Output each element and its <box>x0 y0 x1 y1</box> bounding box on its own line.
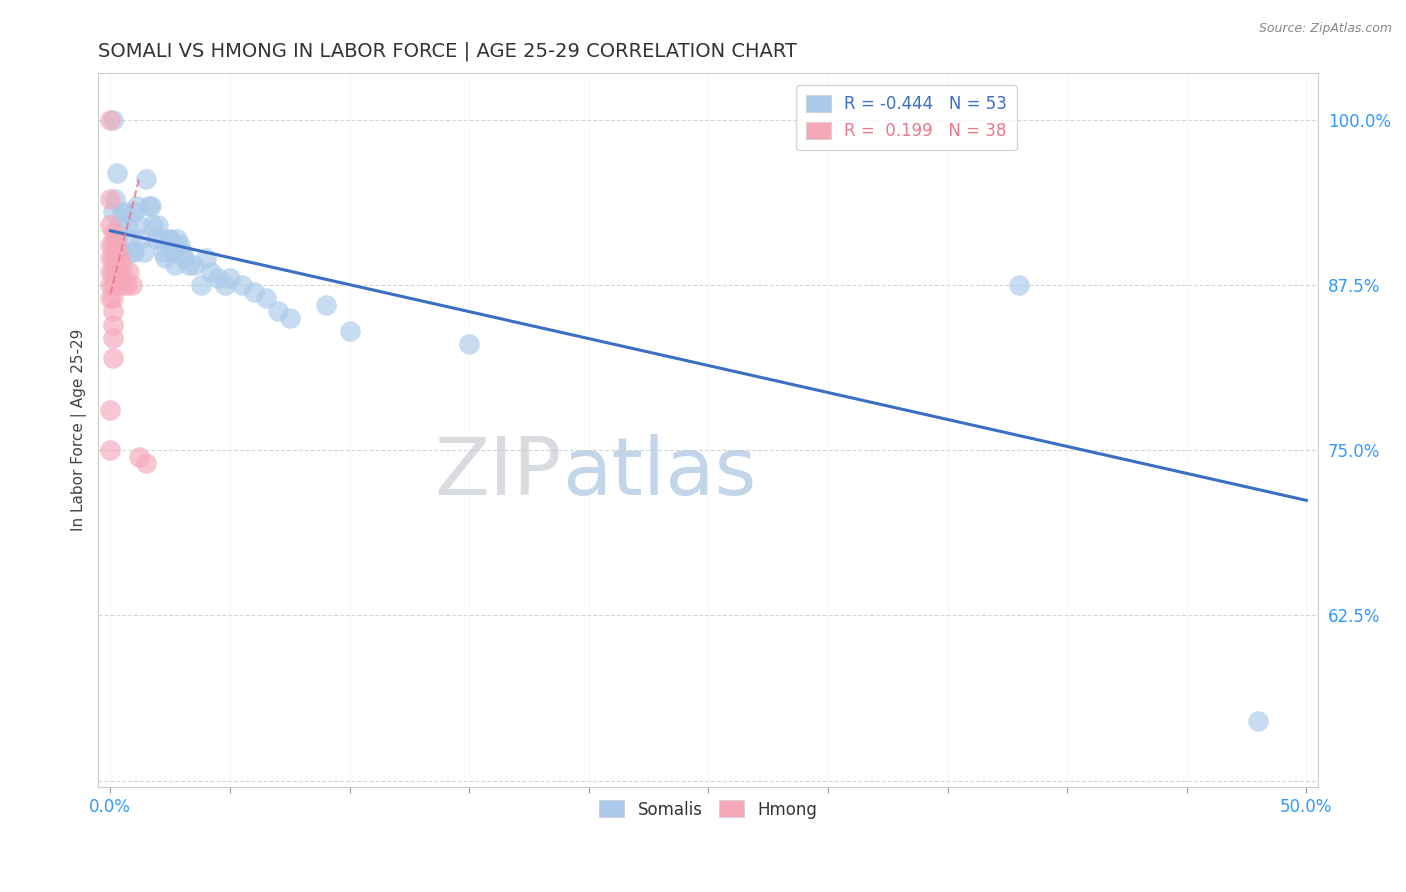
Point <box>111 244 134 259</box>
Point <box>1008 277 1031 292</box>
Point <box>139 198 162 212</box>
Point <box>156 232 179 246</box>
Point <box>121 244 143 259</box>
Point <box>98 443 121 458</box>
Point <box>135 456 157 470</box>
Point <box>315 298 337 312</box>
Point <box>162 244 184 259</box>
Text: ZIP: ZIP <box>434 434 562 512</box>
Text: SOMALI VS HMONG IN LABOR FORCE | AGE 25-29 CORRELATION CHART: SOMALI VS HMONG IN LABOR FORCE | AGE 25-… <box>98 42 797 62</box>
Point <box>101 265 124 279</box>
Point <box>104 232 127 246</box>
Point <box>98 291 121 305</box>
Point <box>170 244 193 259</box>
Point <box>101 112 124 127</box>
Point <box>219 271 242 285</box>
Point <box>183 258 205 272</box>
Point <box>179 258 201 272</box>
Point <box>101 318 124 332</box>
Point <box>243 285 266 299</box>
Point <box>101 238 124 252</box>
Point <box>231 277 253 292</box>
Point <box>108 265 131 279</box>
Point <box>138 198 160 212</box>
Y-axis label: In Labor Force | Age 25-29: In Labor Force | Age 25-29 <box>72 329 87 532</box>
Point <box>107 165 129 179</box>
Point <box>166 232 188 246</box>
Point <box>118 232 141 246</box>
Point <box>101 205 124 219</box>
Point <box>98 192 121 206</box>
Point <box>339 324 361 338</box>
Point <box>111 277 134 292</box>
Point <box>108 219 131 233</box>
Point <box>101 225 124 239</box>
Point <box>107 238 129 252</box>
Point <box>108 252 131 266</box>
Point <box>200 265 222 279</box>
Point <box>214 277 236 292</box>
Point <box>131 232 153 246</box>
Point <box>101 252 124 266</box>
Point <box>98 403 121 417</box>
Point <box>122 205 145 219</box>
Point <box>107 252 129 266</box>
Point <box>254 291 277 305</box>
Point <box>104 265 127 279</box>
Legend: Somalis, Hmong: Somalis, Hmong <box>592 794 824 825</box>
Point <box>98 238 121 252</box>
Point <box>98 265 121 279</box>
Point <box>145 232 167 246</box>
Point <box>104 252 127 266</box>
Point <box>190 277 212 292</box>
Point <box>278 310 301 325</box>
Point <box>159 232 181 246</box>
Point <box>128 219 150 233</box>
Point <box>111 258 134 272</box>
Text: Source: ZipAtlas.com: Source: ZipAtlas.com <box>1258 22 1392 36</box>
Point <box>98 112 121 127</box>
Point <box>107 265 129 279</box>
Point <box>104 277 127 292</box>
Point <box>121 277 143 292</box>
Point <box>132 244 155 259</box>
Point <box>142 219 165 233</box>
Point <box>115 219 138 233</box>
Point <box>125 198 148 212</box>
Point <box>128 450 150 464</box>
Text: atlas: atlas <box>562 434 756 512</box>
Point <box>104 192 127 206</box>
Point <box>152 244 174 259</box>
Point <box>107 232 129 246</box>
Point <box>101 351 124 365</box>
Point <box>115 277 138 292</box>
Point <box>135 172 157 186</box>
Point <box>101 304 124 318</box>
Point <box>195 252 218 266</box>
Point <box>169 238 191 252</box>
Point <box>98 277 121 292</box>
Point <box>207 271 229 285</box>
Point <box>111 205 134 219</box>
Point <box>122 244 145 259</box>
Point <box>98 252 121 266</box>
Point <box>173 252 195 266</box>
Point <box>267 304 290 318</box>
Point <box>104 244 127 259</box>
Point <box>149 232 172 246</box>
Point <box>114 205 136 219</box>
Point <box>146 219 169 233</box>
Point <box>118 265 141 279</box>
Point <box>458 337 481 351</box>
Point <box>101 277 124 292</box>
Point <box>101 331 124 345</box>
Point <box>163 258 186 272</box>
Point <box>98 219 121 233</box>
Point <box>1247 714 1270 728</box>
Point <box>155 252 177 266</box>
Point <box>114 271 136 285</box>
Point <box>101 291 124 305</box>
